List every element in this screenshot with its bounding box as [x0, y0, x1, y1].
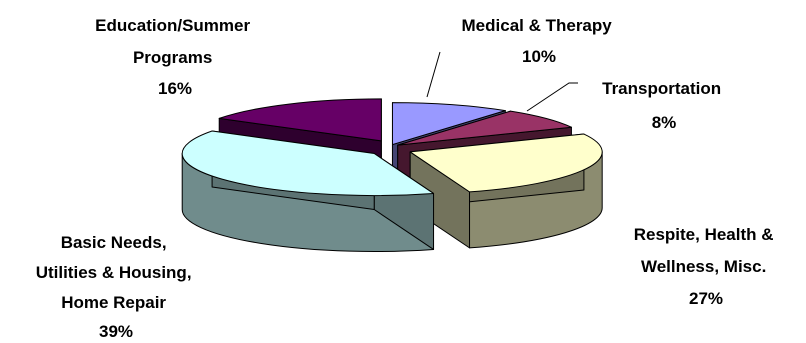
label-line: Wellness, Misc.: [641, 257, 766, 276]
slice-label-basic-needs: Basic Needs, Utilities & Housing, Home R…: [36, 233, 197, 341]
leader-line-transportation: [526, 82, 578, 112]
slice-label-education: Education/Summer Programs 16%: [95, 16, 255, 98]
label-value: 39%: [99, 322, 133, 341]
slice-top: [391, 102, 506, 146]
slice-basic-needs: [181, 130, 435, 253]
label-value: 8%: [652, 113, 677, 132]
slice-top: [181, 130, 435, 197]
slice-top: [218, 98, 382, 142]
slice-label-respite: Respite, Health & Wellness, Misc. 27%: [634, 225, 779, 308]
label-line: Utilities & Housing,: [36, 263, 192, 282]
label-value: 16%: [158, 79, 192, 98]
slice-label-transportation: Transportation 8%: [602, 79, 726, 132]
label-line: Basic Needs,: [61, 233, 167, 252]
label-value: 27%: [689, 289, 723, 308]
label-line: Respite, Health &: [634, 225, 774, 244]
label-line: Education/Summer: [95, 16, 250, 35]
pie-slices: [181, 98, 603, 253]
leader-line-medical: [426, 51, 441, 98]
slice-label-medical: Medical & Therapy 10%: [462, 16, 617, 66]
slice-respite: [409, 133, 603, 249]
label-line: Home Repair: [61, 293, 166, 312]
slice-top: [397, 110, 572, 146]
label-line: Transportation: [602, 79, 721, 98]
label-line: Medical & Therapy: [462, 16, 613, 35]
label-line: Programs: [133, 48, 212, 67]
label-value: 10%: [522, 47, 556, 66]
slice-top: [409, 133, 603, 193]
